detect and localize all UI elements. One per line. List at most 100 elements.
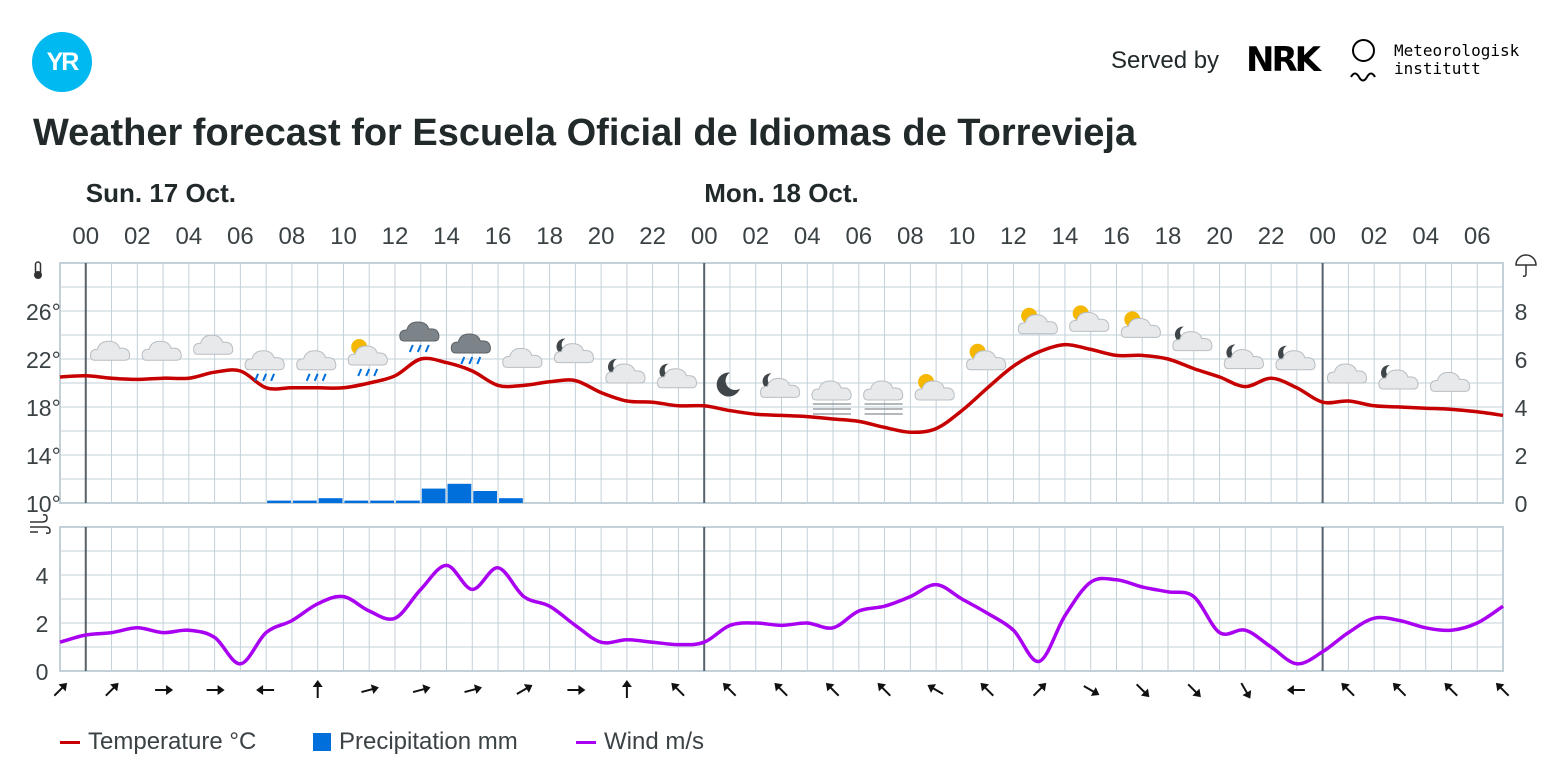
cloud-shape xyxy=(193,334,234,355)
yr-logo-text: YR xyxy=(46,47,80,76)
moon-cloud-icon xyxy=(1223,344,1264,370)
wind-gust-line xyxy=(30,514,48,523)
nrk-logo[interactable]: NRK xyxy=(1246,40,1321,80)
cloud-shape xyxy=(914,380,955,401)
cloud-shape xyxy=(811,380,852,401)
met-logo-wave-icon xyxy=(1350,72,1376,82)
wind-direction-arrow-icon xyxy=(361,684,379,695)
wind-direction-arrow-icon xyxy=(516,684,533,695)
hour-tick-label: 00 xyxy=(691,223,718,250)
moon-shape xyxy=(1174,326,1190,343)
hour-tick-label: 10 xyxy=(330,223,357,250)
served-by-label: Served by xyxy=(1111,47,1220,74)
cloudy-icon xyxy=(193,334,234,355)
moon-shape xyxy=(1226,344,1242,361)
moon-cloud-icon xyxy=(1275,345,1316,371)
precipitation-bar xyxy=(421,488,446,503)
wind-direction-arrow-icon xyxy=(980,682,994,697)
rain-drop xyxy=(321,373,327,382)
fog-icon xyxy=(811,380,852,415)
legend-temperature-swatch xyxy=(60,740,80,744)
cloudy-icon xyxy=(1326,363,1368,384)
moon-icon xyxy=(716,372,740,397)
wind-direction-arrow-icon xyxy=(312,680,323,698)
arrow-head xyxy=(1341,682,1350,692)
moon-cloud-icon xyxy=(553,338,595,364)
wind-tick-label: 2 xyxy=(36,611,49,637)
cloudy-icon xyxy=(141,340,182,361)
thermometer-bulb xyxy=(34,271,42,279)
dark-rain-cloud-icon xyxy=(399,321,440,353)
arrow-head xyxy=(1037,682,1047,692)
sun-cloud-icon xyxy=(1069,305,1110,332)
arrow-head xyxy=(774,682,783,692)
rain-cloud-icon xyxy=(296,350,337,382)
cloud-shape xyxy=(1017,314,1058,335)
wind-direction-arrow-icon xyxy=(927,684,944,695)
wind-direction-arrow-icon xyxy=(621,680,632,698)
cloud-shape xyxy=(347,345,388,366)
arrow-head xyxy=(370,684,379,695)
sun-rain-cloud-icon xyxy=(347,339,388,377)
sun-cloud-icon xyxy=(966,343,1007,371)
temperature-tick-label: 18° xyxy=(26,395,61,421)
rain-drop xyxy=(262,373,268,382)
hour-tick-label: 20 xyxy=(588,223,615,250)
day-label: Sun. 17 Oct. xyxy=(86,178,236,208)
arrow-head xyxy=(256,685,264,695)
rain-drop xyxy=(416,344,422,353)
hour-tick-label: 02 xyxy=(124,223,151,250)
met-logo[interactable]: Meteorologisk institutt xyxy=(1394,42,1519,78)
umbrella-canopy xyxy=(1515,254,1537,266)
precipitation-tick-label: 4 xyxy=(1515,395,1528,421)
wind-direction-arrow-icon xyxy=(1495,682,1510,697)
cloud-shape xyxy=(1223,349,1264,370)
legend-item-wind: Wind m/s xyxy=(576,728,704,756)
cloudy-icon xyxy=(502,347,543,368)
hour-tick-label: 18 xyxy=(536,223,563,250)
legend-wind-label: Wind m/s xyxy=(604,728,705,755)
fog-icon xyxy=(863,380,904,415)
precipitation-bar xyxy=(499,498,523,503)
cloudy-icon xyxy=(1429,371,1471,392)
hour-tick-label: 16 xyxy=(1103,223,1130,250)
rain-drop xyxy=(476,356,482,365)
legend-precipitation-label: Precipitation mm xyxy=(339,728,518,755)
hour-tick-label: 00 xyxy=(1309,223,1336,250)
wind-tick-label: 0 xyxy=(36,659,49,685)
hour-tick-label: 08 xyxy=(897,223,924,250)
hour-tick-label: 16 xyxy=(485,223,512,250)
legend-item-temperature: Temperature °C xyxy=(60,728,256,756)
cloud-shape xyxy=(966,350,1007,371)
cloud-shape xyxy=(1429,371,1471,392)
legend-temperature-label: Temperature °C xyxy=(88,728,257,755)
hour-tick-label: 06 xyxy=(227,223,254,250)
cloud-shape xyxy=(863,380,904,401)
wind-direction-arrow-icon xyxy=(53,682,68,697)
wind-direction-arrow-icon xyxy=(464,684,482,695)
arrow-head xyxy=(621,680,632,687)
rain-drop xyxy=(357,368,363,377)
arrow-head xyxy=(1242,690,1252,699)
temperature-series-line xyxy=(59,342,1504,435)
precipitation-tick-label: 2 xyxy=(1515,443,1528,469)
hour-tick-label: 20 xyxy=(1206,223,1233,250)
rain-drop xyxy=(365,368,371,377)
moon-cloud-icon xyxy=(605,358,646,384)
hour-tick-label: 04 xyxy=(1412,223,1439,250)
arrow-head xyxy=(1192,688,1201,698)
yr-logo[interactable]: YR xyxy=(32,32,92,92)
arrow-head xyxy=(825,682,835,692)
hour-tick-label: 04 xyxy=(175,223,202,250)
cloud-shape xyxy=(296,350,337,371)
precipitation-tick-label: 8 xyxy=(1515,299,1528,325)
arrow-head xyxy=(1392,682,1402,692)
wind-direction-arrow-icon xyxy=(1341,682,1355,697)
arrow-head xyxy=(578,685,586,695)
sun-cloud-icon xyxy=(1017,307,1058,335)
cloudy-icon xyxy=(89,340,131,361)
wind-direction-arrow-icon xyxy=(1135,683,1150,698)
precipitation-bar xyxy=(292,500,317,503)
arrow-head xyxy=(473,684,482,695)
precipitation-bar xyxy=(447,483,472,503)
